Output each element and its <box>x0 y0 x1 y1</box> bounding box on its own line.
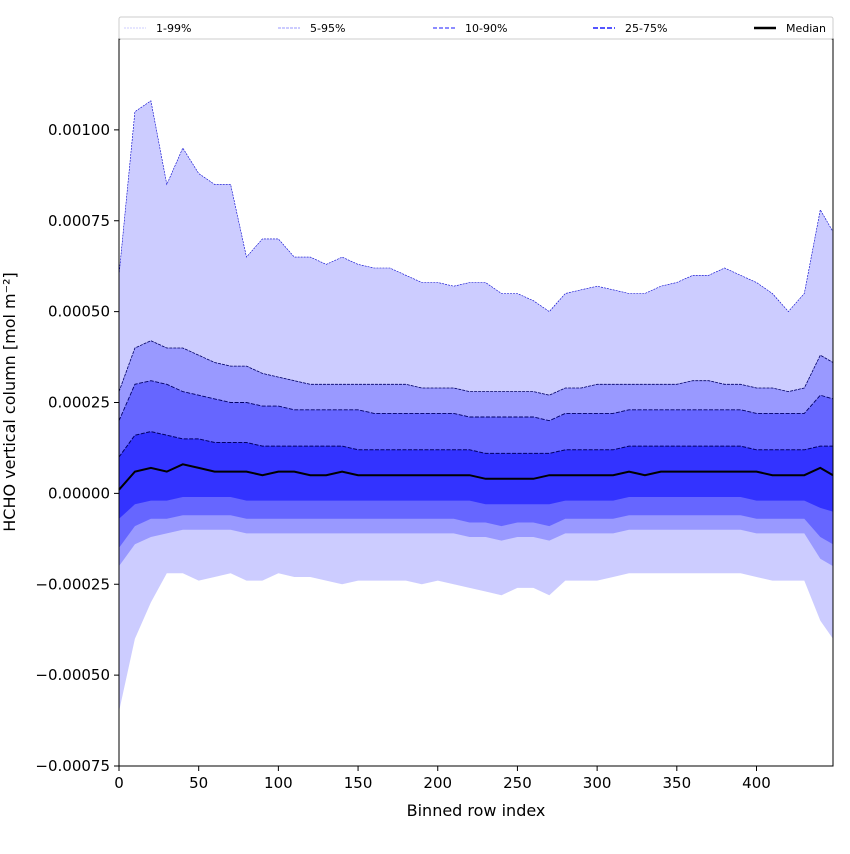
x-axis-label: Binned row index <box>407 801 546 820</box>
legend-item: 1-99% <box>124 22 191 35</box>
x-tick-label: 200 <box>423 774 452 792</box>
x-tick-label: 350 <box>662 774 691 792</box>
y-axis: −0.00075 −0.00050 −0.00025 0.00000 0.00025 0.… <box>35 121 119 775</box>
legend-item: 25-75% <box>593 22 667 35</box>
y-axis-label: HCHO vertical column [mol m⁻²] <box>0 272 19 531</box>
line-p95 <box>118 340 834 396</box>
legend-box <box>118 16 834 40</box>
y-tick-label: −0.00050 <box>35 666 110 684</box>
y-tick-label: −0.00025 <box>35 575 110 593</box>
y-tick-label: 0.00050 <box>48 303 110 321</box>
line-p99 <box>118 100 834 313</box>
x-tick-label: 0 <box>114 774 124 792</box>
legend-label: 10-90% <box>465 22 507 35</box>
legend-item: 10-90% <box>433 22 507 35</box>
x-tick-label: 250 <box>503 774 532 792</box>
percentile-lines <box>118 100 834 491</box>
line-median <box>118 463 834 491</box>
x-tick-label: 150 <box>344 774 373 792</box>
line-p90 <box>118 380 834 422</box>
x-tick-label: 50 <box>189 774 208 792</box>
x-tick-label: 400 <box>742 774 771 792</box>
legend-item: 5-95% <box>278 22 345 35</box>
x-tick-label: 300 <box>583 774 612 792</box>
y-tick-label: −0.00075 <box>35 757 110 775</box>
legend-label: 5-95% <box>310 22 345 35</box>
legend-label: Median <box>786 22 826 35</box>
y-tick-label: 0.00100 <box>48 121 110 139</box>
legend-label: 25-75% <box>625 22 667 35</box>
line-p75 <box>118 431 833 458</box>
x-axis: 0 50 100 150 200 250 300 350 400 <box>114 766 771 792</box>
legend-label: 1-99% <box>156 22 191 35</box>
percentile-bands <box>119 100 833 712</box>
y-tick-label: 0.00025 <box>48 394 110 412</box>
band-25-75 <box>119 431 833 519</box>
legend: 1-99% 5-95% 10-90% 25-75% Median <box>118 16 834 40</box>
y-tick-label: 0.00000 <box>48 484 110 502</box>
x-tick-label: 100 <box>264 774 293 792</box>
y-tick-label: 0.00075 <box>48 212 110 230</box>
legend-item: Median <box>754 22 826 35</box>
